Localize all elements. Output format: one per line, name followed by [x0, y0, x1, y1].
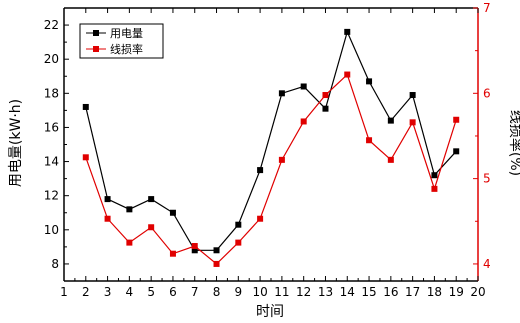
- y-left-tick-label: 10: [44, 223, 59, 237]
- data-point: [257, 167, 264, 174]
- data-point: [278, 156, 285, 163]
- data-point: [387, 117, 394, 124]
- y-right-tick-label: 6: [483, 86, 491, 100]
- data-point: [82, 103, 89, 110]
- data-point: [453, 148, 460, 155]
- x-tick-label: 9: [234, 285, 242, 299]
- series-line: [85, 30, 457, 251]
- data-point: [213, 260, 220, 267]
- data-point: [148, 224, 155, 231]
- data-point: [191, 243, 198, 250]
- legend-box: [79, 23, 164, 59]
- y-left-tick-label: 8: [51, 257, 59, 271]
- data-point: [431, 172, 438, 179]
- data-point: [344, 28, 351, 35]
- data-point: [322, 105, 329, 112]
- x-tick-label: 11: [274, 285, 289, 299]
- x-tick-label: 6: [169, 285, 177, 299]
- y-right-tick-label: 5: [483, 172, 491, 186]
- legend: 用电量 线损率: [79, 23, 164, 59]
- data-point: [257, 215, 264, 222]
- data-point: [344, 71, 351, 78]
- data-point: [366, 137, 373, 144]
- data-point: [387, 156, 394, 163]
- x-tick-label: 3: [104, 285, 112, 299]
- series-electricity-usage: [82, 28, 460, 254]
- x-tick-label: 10: [252, 285, 267, 299]
- y-left-tick-label: 16: [44, 120, 59, 134]
- x-tick-label: 18: [427, 285, 442, 299]
- series-line: [85, 73, 457, 265]
- x-tick-label: 14: [340, 285, 355, 299]
- x-tick-label: 12: [296, 285, 311, 299]
- data-point: [104, 215, 111, 222]
- data-point: [126, 206, 133, 213]
- y-left-tick-label: 14: [44, 155, 59, 169]
- x-tick-label: 8: [213, 285, 221, 299]
- y-left-tick-label: 20: [44, 52, 59, 66]
- x-tick-label: 5: [147, 285, 155, 299]
- y-axis-left-label: 用电量(kW·h): [8, 99, 24, 187]
- y-right-tick-label: 7: [483, 1, 491, 15]
- y-left-tick-label: 22: [44, 18, 59, 32]
- x-tick-label: 17: [405, 285, 420, 299]
- legend-label-electricity: 用电量: [110, 27, 143, 40]
- legend-label-loss-rate: 线损率: [110, 42, 143, 56]
- data-point: [235, 221, 242, 228]
- data-point: [191, 247, 198, 254]
- data-point: [366, 78, 373, 85]
- x-tick-label: 1: [60, 285, 68, 299]
- data-point: [431, 185, 438, 192]
- x-tick-label: 15: [361, 285, 376, 299]
- data-point: [322, 92, 329, 99]
- y-left-tick-label: 18: [44, 86, 59, 100]
- data-point: [409, 92, 416, 99]
- y-right-tick-label: 4: [483, 257, 491, 271]
- legend-marker-loss-rate: [93, 46, 99, 52]
- x-tick-label: 19: [449, 285, 464, 299]
- x-tick-label: 13: [318, 285, 333, 299]
- y-left-tick-label: 12: [44, 189, 59, 203]
- data-point: [235, 239, 242, 246]
- data-point: [104, 196, 111, 203]
- y-axis-right-label: 线损率(%): [507, 110, 520, 176]
- data-point: [169, 250, 176, 257]
- x-tick-label: 7: [191, 285, 199, 299]
- legend-marker-electricity: [93, 30, 99, 36]
- data-point: [126, 239, 133, 246]
- data-point: [300, 118, 307, 125]
- data-point: [169, 209, 176, 216]
- x-axis-label: 时间: [256, 304, 284, 320]
- series-line-loss-rate: [82, 71, 460, 267]
- data-point: [409, 119, 416, 126]
- data-point: [82, 154, 89, 161]
- x-tick-label: 16: [383, 285, 398, 299]
- x-tick-label: 4: [126, 285, 134, 299]
- data-point: [148, 196, 155, 203]
- x-tick-label: 20: [470, 285, 485, 299]
- data-point: [300, 83, 307, 90]
- data-point: [453, 116, 460, 123]
- x-tick-label: 2: [82, 285, 90, 299]
- data-point: [213, 247, 220, 254]
- data-point: [278, 90, 285, 97]
